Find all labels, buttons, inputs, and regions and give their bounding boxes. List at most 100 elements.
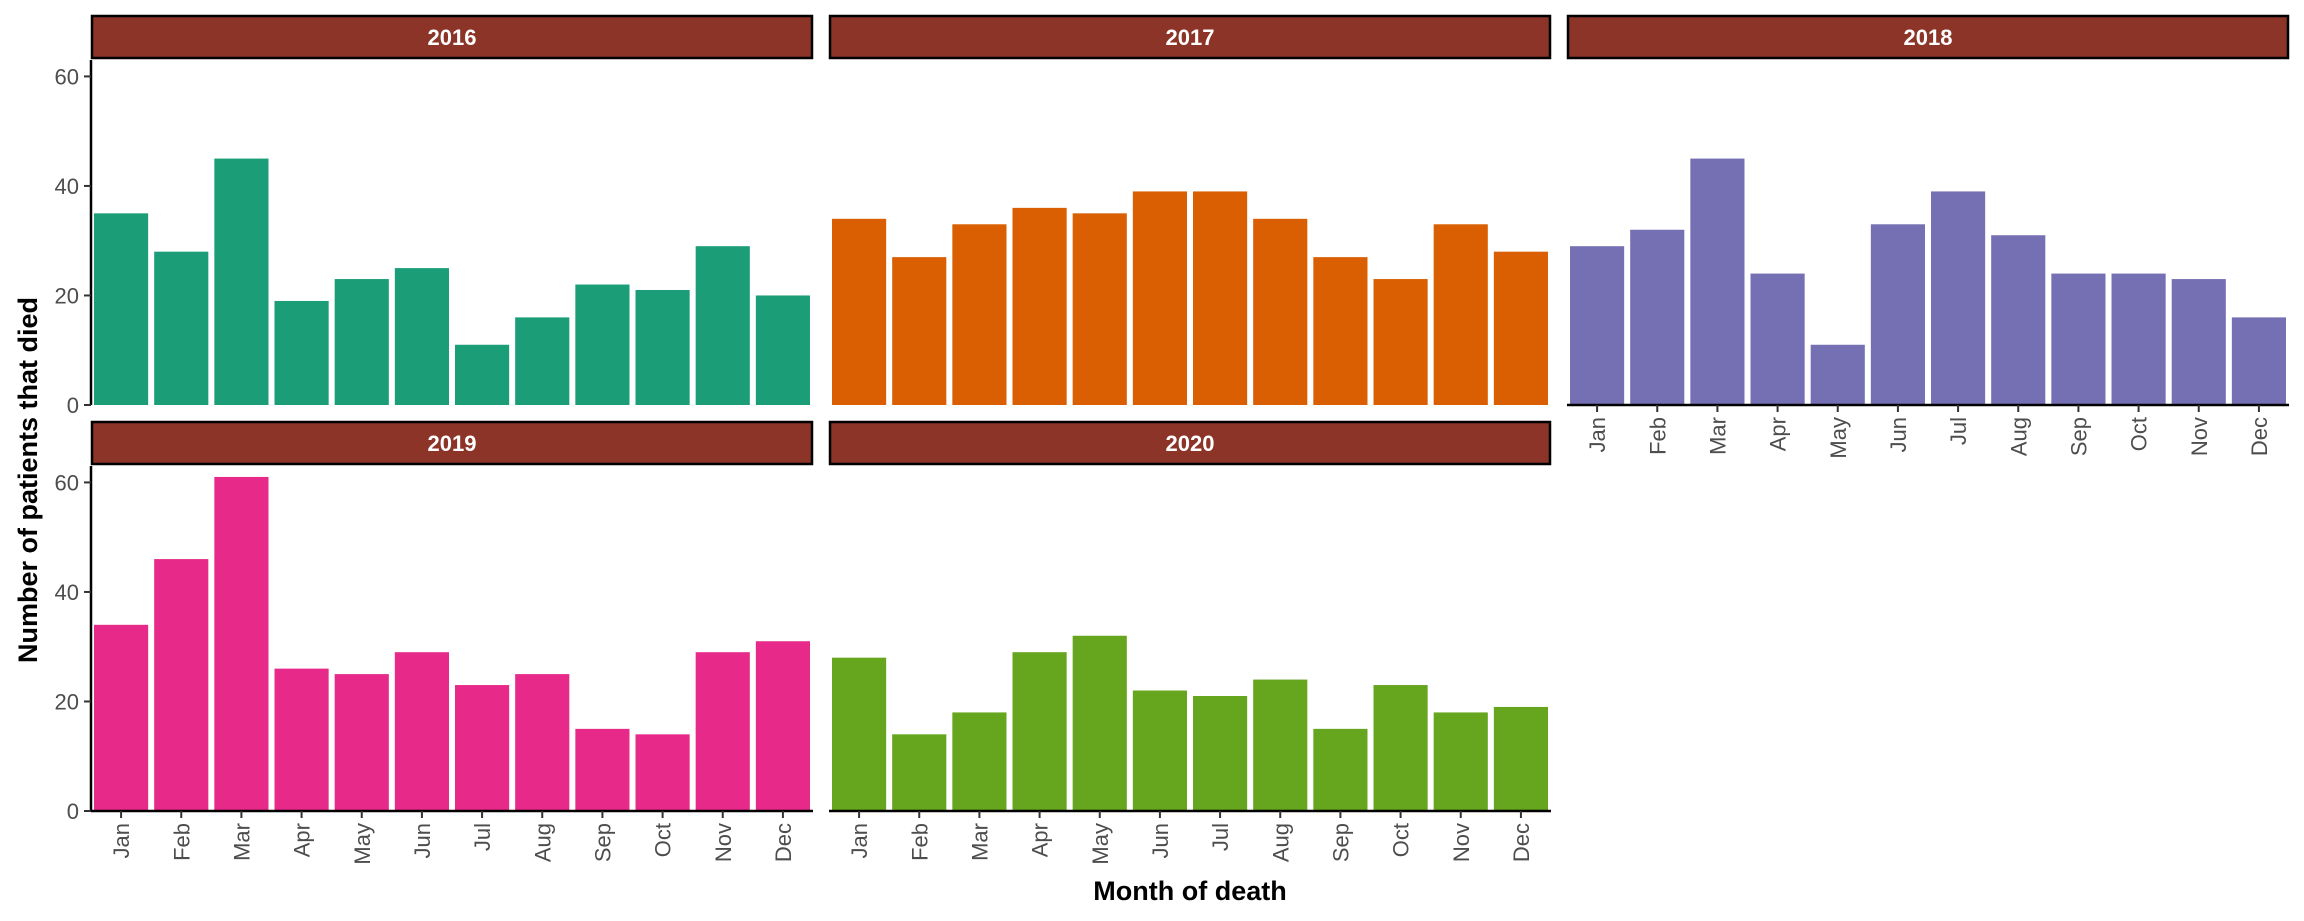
y-tick-label: 0 [67,799,79,824]
x-tick-label: Feb [907,823,932,861]
bar-2020-aug [1253,679,1308,811]
bar-2016-dec [755,295,810,405]
bar-2016-jul [455,344,510,405]
bar-2016-nov [695,246,750,405]
bar-2016-feb [154,251,209,405]
bar-2017-jul [1193,191,1248,405]
bar-2018-mar [1690,158,1745,405]
bar-2020-feb [892,734,947,811]
bar-2020-oct [1373,685,1428,811]
x-tick-label: Nov [2187,417,2212,456]
x-tick-label: Jan [847,823,872,858]
bar-2019-may [334,674,389,811]
x-tick-label: Oct [2127,417,2152,451]
x-tick-label: Apr [1028,823,1053,857]
bar-2017-feb [892,257,947,405]
panel-2019: 2019 0 20 40 60 Jan Feb Mar Apr May Jun Jul Aug Sep Oc… [55,420,814,865]
x-tick-label: Nov [1449,823,1474,862]
bar-2017-oct [1373,279,1428,405]
bar-2020-jul [1193,696,1248,811]
x-tick-label: Jul [1946,417,1971,445]
bar-2020-may [1072,635,1127,811]
bar-2019-jan [94,624,149,811]
facet-strip-label: 2020 [1166,431,1215,456]
bar-2018-sep [2051,273,2106,405]
bar-2020-jun [1132,690,1187,811]
x-tick-label: Jun [410,823,435,858]
bar-2017-nov [1433,224,1488,405]
panel-2016: 2016 0 20 40 60 [55,14,814,418]
x-tick-label: Apr [1766,417,1791,451]
y-tick-label: 20 [55,283,79,308]
y-tick-label: 40 [55,580,79,605]
x-tick-label: May [350,823,375,865]
facet-strip-2017 [828,14,1552,60]
bar-2016-jun [394,268,449,405]
bar-2016-oct [635,290,690,405]
bar-2017-jan [832,218,887,405]
bar-2020-dec [1493,706,1548,811]
x-tick-label: Aug [530,823,555,862]
x-tick-label: Oct [651,823,676,857]
bar-2016-mar [214,158,269,405]
x-tick-label: Mar [229,823,254,861]
bar-2019-jul [455,685,510,811]
x-tick-label: Nov [711,823,736,862]
bar-2016-jan [94,213,149,405]
bar-2020-jan [832,657,887,811]
x-tick-label: Dec [2247,417,2272,456]
bar-2019-mar [214,476,269,811]
x-tick-label: Jan [1585,417,1610,452]
facet-strip-label: 2019 [428,431,477,456]
bar-2019-feb [154,559,209,811]
facet-strip-2018 [1566,14,2290,60]
bar-2016-apr [274,300,329,405]
x-tick-label: Jun [1886,417,1911,452]
bar-2018-jun [1870,224,1925,405]
bar-2016-sep [575,284,630,405]
bar-2019-apr [274,668,329,811]
facet-strip-label: 2017 [1166,25,1215,50]
bar-2020-sep [1313,728,1368,811]
bar-2018-aug [1991,235,2046,405]
x-tick-label: Feb [169,823,194,861]
facet-strip-2019 [90,420,814,466]
x-tick-label: Apr [290,823,315,857]
bar-2016-aug [515,317,570,405]
bar-2017-dec [1493,251,1548,405]
bar-2017-aug [1253,218,1308,405]
x-tick-label: Dec [1509,823,1534,862]
x-tick-label: Dec [771,823,796,862]
facet-strip-label: 2018 [1904,25,1953,50]
x-tick-label: Jul [470,823,495,851]
bar-2019-sep [575,728,630,811]
x-tick-label: Jun [1148,823,1173,858]
chart-panels: 2016 0 20 40 60 2017 2018 Jan Feb Mar Apr May Jun Jul… [55,14,2290,865]
bar-2019-aug [515,674,570,811]
bar-2020-nov [1433,712,1488,811]
bar-2019-oct [635,734,690,811]
y-tick-label: 40 [55,174,79,199]
x-tick-label: Aug [1268,823,1293,862]
bar-2018-jan [1570,246,1625,405]
bar-2018-may [1810,344,1865,405]
y-tick-label: 0 [67,393,79,418]
x-tick-label: Sep [590,823,615,862]
x-tick-label: Sep [2066,417,2091,456]
x-tick-label: Jul [1208,823,1233,851]
x-tick-label: Aug [2006,417,2031,456]
bar-2017-jun [1132,191,1187,405]
bar-2017-mar [952,224,1007,405]
facet-strip-2016 [90,14,814,60]
y-axis-title: Number of patients that died [13,297,43,663]
y-tick-label: 20 [55,689,79,714]
bar-2020-mar [952,712,1007,811]
bar-2018-feb [1630,229,1685,405]
bar-2018-oct [2111,273,2166,405]
panel-2020: 2020 Jan Feb Mar Apr May Jun Jul Aug Sep Oct Nov Dec [828,420,1552,865]
panel-2017: 2017 [828,14,1552,405]
bar-2019-nov [695,652,750,811]
x-tick-label: Feb [1645,417,1670,455]
bar-2018-apr [1750,273,1805,405]
facet-strip-label: 2016 [428,25,477,50]
